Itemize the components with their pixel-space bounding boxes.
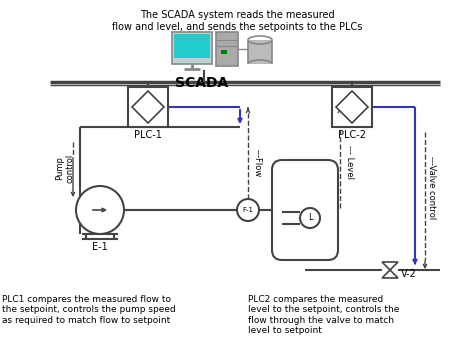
Text: The SCADA system reads the measured
flow and level, and sends the setpoints to t: The SCADA system reads the measured flow… <box>112 10 362 32</box>
Text: E-1: E-1 <box>92 242 108 252</box>
Text: L: L <box>308 214 312 223</box>
FancyBboxPatch shape <box>216 32 238 66</box>
Polygon shape <box>248 40 272 64</box>
Circle shape <box>300 208 320 228</box>
Text: PLC2 compares the measured
level to the setpoint, controls the
flow through the : PLC2 compares the measured level to the … <box>248 295 400 335</box>
FancyBboxPatch shape <box>272 160 338 260</box>
Polygon shape <box>336 91 368 123</box>
Text: PLC-2: PLC-2 <box>338 130 366 140</box>
Polygon shape <box>132 91 164 123</box>
Text: V-2: V-2 <box>401 269 417 279</box>
FancyBboxPatch shape <box>172 32 212 64</box>
FancyBboxPatch shape <box>174 34 210 58</box>
FancyBboxPatch shape <box>221 50 227 54</box>
Text: F-1: F-1 <box>243 207 254 213</box>
Circle shape <box>76 186 124 234</box>
Text: ---Flow: ---Flow <box>253 149 262 177</box>
Bar <box>128 87 168 127</box>
Text: PLC-1: PLC-1 <box>134 130 162 140</box>
Text: PLC1 compares the measured flow to
the setpoint, controls the pump speed
as requ: PLC1 compares the measured flow to the s… <box>2 295 176 325</box>
Bar <box>332 87 372 127</box>
Polygon shape <box>382 262 398 270</box>
Text: SCADA: SCADA <box>175 76 228 90</box>
Polygon shape <box>382 270 398 278</box>
Text: Pump
control: Pump control <box>55 153 75 183</box>
Text: --- Level: --- Level <box>345 145 354 179</box>
Circle shape <box>237 199 259 221</box>
Text: ---Valve control: ---Valve control <box>428 157 437 220</box>
